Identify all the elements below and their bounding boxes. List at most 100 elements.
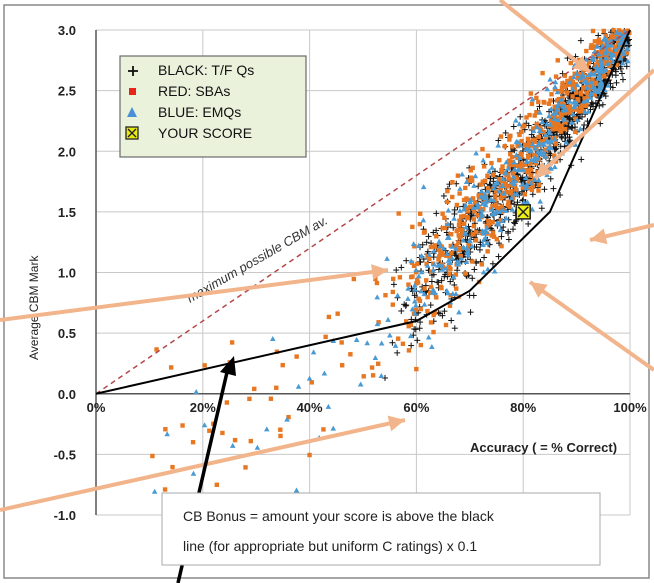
legend-label: BLUE: EMQs	[158, 104, 241, 120]
point-sba	[434, 295, 439, 300]
point-sba	[465, 216, 470, 221]
point-sba	[480, 146, 485, 152]
point-sba	[453, 272, 459, 277]
point-emq	[443, 265, 449, 271]
point-emq	[444, 235, 451, 241]
point-emq	[462, 230, 468, 236]
point-emq	[384, 255, 390, 261]
point-sba	[568, 76, 574, 81]
point-sba	[589, 43, 594, 48]
point-sba	[602, 74, 607, 79]
point-sba	[448, 232, 453, 237]
point-tf	[490, 178, 497, 185]
point-emq	[621, 32, 628, 38]
point-sba	[528, 172, 533, 178]
point-sba	[418, 306, 423, 312]
point-emq	[306, 375, 313, 381]
point-sba	[526, 170, 532, 175]
point-sba	[519, 161, 524, 166]
scatter-points	[150, 27, 633, 506]
annotation-line-1: CB Bonus = amount your score is above th…	[183, 508, 495, 524]
point-sba	[586, 60, 592, 65]
baseline-line	[95, 29, 631, 395]
point-emq	[619, 60, 626, 66]
point-sba	[418, 342, 424, 348]
point-tf	[495, 253, 502, 260]
point-emq	[411, 298, 418, 304]
point-sba	[280, 362, 285, 368]
point-sba	[425, 294, 430, 300]
point-sba	[207, 428, 212, 433]
point-tf	[419, 241, 426, 248]
x-tick-label: 40%	[297, 400, 323, 415]
point-sba	[507, 204, 512, 209]
point-emq	[455, 261, 461, 267]
point-emq	[513, 152, 520, 158]
point-sba	[489, 160, 494, 166]
point-tf	[489, 260, 496, 267]
point-sba	[528, 161, 533, 166]
point-sba	[475, 213, 480, 218]
point-sba	[542, 100, 547, 105]
point-emq	[481, 195, 487, 201]
point-emq	[426, 251, 432, 257]
arrow-head	[371, 264, 388, 280]
point-emq	[284, 416, 290, 422]
point-tf	[510, 219, 517, 226]
point-sba	[390, 302, 395, 307]
point-emq	[450, 273, 457, 279]
point-sba	[415, 277, 420, 283]
point-tf	[454, 267, 461, 274]
point-emq	[593, 63, 599, 69]
point-emq	[554, 117, 561, 123]
arrow-head	[590, 228, 608, 245]
point-tf	[589, 100, 596, 107]
point-emq	[491, 268, 498, 274]
point-sba	[611, 28, 616, 33]
point-sba	[520, 124, 525, 129]
legend-item: BLUE: EMQs	[127, 104, 241, 120]
point-emq	[480, 230, 487, 236]
point-tf	[439, 312, 446, 319]
point-emq	[537, 109, 543, 115]
point-sba	[465, 197, 471, 203]
point-sba	[577, 71, 583, 77]
point-sba	[529, 101, 535, 107]
point-sba	[424, 278, 429, 283]
point-sba	[440, 226, 445, 231]
point-sba	[499, 204, 504, 209]
point-sba	[523, 162, 528, 167]
legend-box	[119, 55, 307, 158]
point-sba	[431, 312, 436, 318]
point-emq	[597, 57, 604, 63]
point-emq	[500, 175, 506, 181]
point-sba	[376, 361, 381, 366]
point-emq	[608, 55, 614, 61]
point-tf	[495, 137, 502, 144]
point-tf	[510, 226, 517, 233]
point-emq	[511, 191, 518, 197]
point-emq	[624, 58, 631, 64]
y-tick-label: 1.5	[58, 205, 76, 220]
point-emq	[480, 241, 486, 247]
point-sba	[286, 414, 291, 420]
point-sba	[428, 244, 434, 250]
point-sba	[456, 247, 462, 253]
point-sba	[564, 90, 570, 95]
point-emq	[430, 267, 436, 273]
point-sba	[470, 259, 475, 264]
point-sba	[567, 104, 573, 109]
point-tf	[390, 281, 397, 288]
point-tf	[412, 326, 419, 333]
point-sba	[570, 94, 575, 99]
point-emq	[405, 285, 411, 291]
point-emq	[418, 253, 425, 259]
point-emq	[193, 388, 200, 394]
point-sba	[590, 28, 596, 34]
point-sba	[560, 95, 565, 101]
point-sba	[536, 188, 541, 193]
point-sba	[323, 334, 328, 340]
point-sba	[573, 129, 578, 135]
point-sba	[485, 249, 490, 254]
point-sba	[506, 176, 511, 181]
